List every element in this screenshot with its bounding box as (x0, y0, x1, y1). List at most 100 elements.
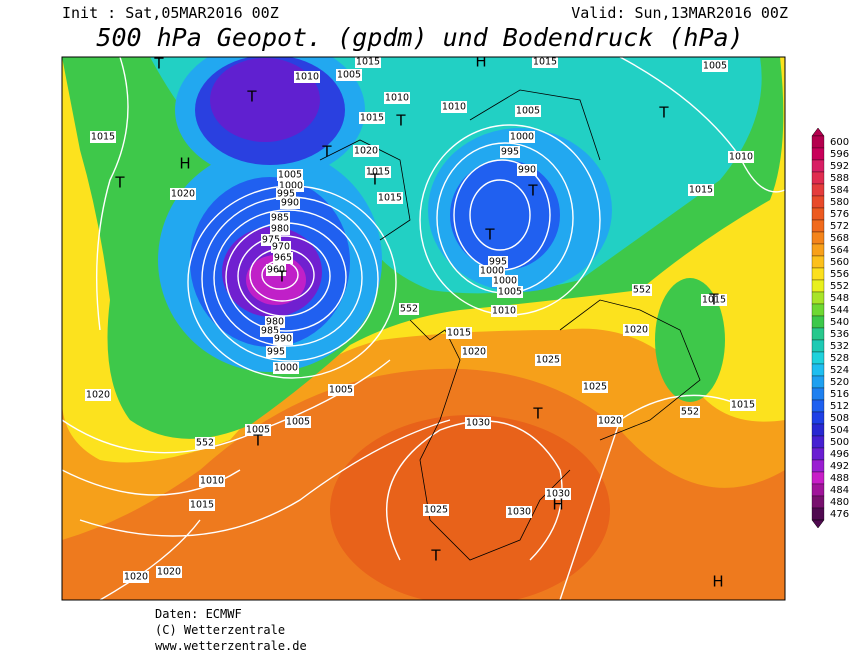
isobar-label: 1000 (279, 181, 303, 192)
isobar-label-box (273, 252, 293, 264)
isobar-label: 1020 (598, 416, 622, 427)
isobar-label-box (285, 416, 311, 428)
isobar-label: 970 (272, 242, 290, 253)
isobar-label: 960 (267, 265, 285, 276)
pressure-center: T (369, 171, 380, 189)
colorbar-label: 488 (830, 473, 849, 484)
isobar-label: 1015 (447, 328, 471, 339)
pressure-center: T (484, 226, 495, 244)
colorbar-swatch (811, 447, 825, 461)
isobar-label-box (680, 406, 700, 418)
colorbar-label: 480 (830, 497, 849, 508)
colorbar-label: 520 (830, 377, 849, 388)
isobar-label: 965 (274, 253, 292, 264)
isobar-label: 1000 (274, 363, 298, 374)
isobar-label-box (280, 197, 300, 209)
colorbar-label: 588 (830, 173, 849, 184)
isobar-label: 1010 (492, 306, 516, 317)
colorbar-label: 600 (830, 137, 849, 148)
isobar-label-box (245, 424, 271, 436)
isobar-label-box (156, 566, 182, 578)
colorbar-label: 580 (830, 197, 849, 208)
isobar-label: 1005 (246, 425, 270, 436)
isobar-label-box (728, 151, 754, 163)
pressure-center: T (395, 112, 406, 130)
pressure-center: T (252, 432, 263, 450)
isobar-label-box (266, 264, 286, 276)
isobar-label: 1030 (546, 489, 570, 500)
colorbar-swatch (811, 339, 825, 353)
isobar-label: 1000 (493, 276, 517, 287)
isobar-label: 1020 (462, 347, 486, 358)
isobar-label: 995 (267, 347, 285, 358)
init-time: Init : Sat,05MAR2016 00Z (62, 4, 279, 22)
isobar-label-box (497, 286, 523, 298)
isobar-label: 1010 (442, 102, 466, 113)
isobar-label: 1025 (536, 355, 560, 366)
isobar-label: 1030 (466, 418, 490, 429)
isobar-label-box (189, 499, 215, 511)
colorbar-swatch (811, 471, 825, 485)
isobar-label: 1020 (171, 189, 195, 200)
footer-line: Daten: ECMWF (155, 607, 242, 621)
colorbar-label: 512 (830, 401, 849, 412)
colorbar-swatch (811, 435, 825, 449)
isobar-label: 1015 (731, 400, 755, 411)
pressure-center: H (475, 53, 486, 71)
colorbar-label: 540 (830, 317, 849, 328)
isobar-label-box (461, 346, 487, 358)
valid-time: Valid: Sun,13MAR2016 00Z (571, 4, 788, 22)
isobar-label: 980 (271, 224, 289, 235)
colorbar-label: 524 (830, 365, 849, 376)
isobar-label-box (730, 399, 756, 411)
colorbar-label: 532 (830, 341, 849, 352)
colorbar-label: 504 (830, 425, 849, 436)
isobar-label-box (423, 504, 449, 516)
isobar-label: 995 (489, 257, 507, 268)
isobar-label: 1025 (424, 505, 448, 516)
colorbar-arrow (811, 127, 825, 137)
pressure-center: H (552, 496, 563, 514)
isobar-label-box (701, 294, 727, 306)
isobar-label-box (273, 362, 299, 374)
pressure-center: T (527, 182, 538, 200)
isobar-label-box (582, 381, 608, 393)
pressure-center: T (658, 104, 669, 122)
isobar-label: 990 (518, 165, 536, 176)
isobar-label-box (90, 131, 116, 143)
isobar-label: 1010 (729, 152, 753, 163)
isobar-label: 1015 (356, 57, 380, 68)
pressure-center: T (321, 143, 332, 161)
colorbar-swatch (811, 291, 825, 305)
colorbar-swatch (811, 267, 825, 281)
isobar-label: 1030 (507, 507, 531, 518)
isobar-label: 985 (271, 213, 289, 224)
isobar-label-box (632, 284, 652, 296)
isobar-label-box (377, 192, 403, 204)
colorbar: 6005965925885845805765725685645605565525… (811, 127, 849, 529)
colorbar-swatch (811, 303, 825, 317)
colorbar-label: 584 (830, 185, 849, 196)
isobar-label-box (532, 57, 558, 68)
isobar-label-box (500, 146, 520, 158)
colorbar-swatch (811, 243, 825, 257)
colorbar-swatch (811, 159, 825, 173)
isobar-label-box (515, 105, 541, 117)
isobar-label: 975 (262, 235, 280, 246)
colorbar-swatch (811, 135, 825, 149)
pressure-center: T (532, 405, 543, 423)
isobar-label-box (199, 475, 225, 487)
colorbar-label: 492 (830, 461, 849, 472)
pressure-center: T (246, 88, 257, 106)
isobar-label-box (353, 145, 379, 157)
isobar-label: 985 (261, 326, 279, 337)
colorbar-arrow (811, 519, 825, 529)
isobar-label: 1005 (337, 70, 361, 81)
isobar-label: 1020 (354, 146, 378, 157)
isobar-label: 990 (274, 334, 292, 345)
colorbar-swatch (811, 327, 825, 341)
isobar-label: 552 (681, 407, 699, 418)
isobar-label-box (270, 212, 290, 224)
isobar-label: 552 (400, 304, 418, 315)
